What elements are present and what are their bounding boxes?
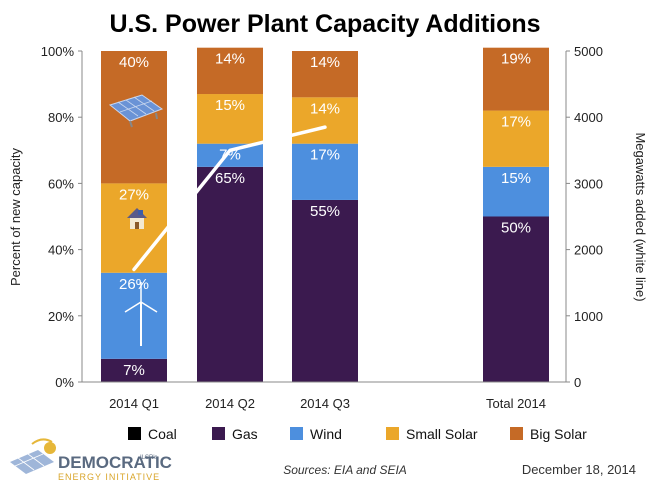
x-tick-label: 2014 Q2 bbox=[205, 396, 255, 411]
sun-icon bbox=[44, 442, 56, 454]
x-tick-label: 2014 Q3 bbox=[300, 396, 350, 411]
logo-sub-text: ENERGY INITIATIVE bbox=[58, 472, 160, 482]
legend: Coal Gas Wind Small Solar Big Solar bbox=[128, 426, 587, 442]
bar-big-solar-3 bbox=[483, 47, 549, 111]
bar-data-label: 7% bbox=[123, 362, 145, 379]
legend-label: Gas bbox=[232, 426, 258, 442]
x-tick-label: Total 2014 bbox=[486, 396, 546, 411]
bar-data-label: 50% bbox=[501, 220, 531, 237]
solar-panel-icon bbox=[108, 94, 164, 128]
bar-data-label: 55% bbox=[310, 203, 340, 220]
bar-gas-0 bbox=[101, 358, 167, 382]
legend-swatch-coal bbox=[128, 427, 141, 440]
wind-turbine-icon bbox=[124, 282, 158, 346]
bar-gas-2 bbox=[292, 199, 358, 382]
bar-big-solar-1 bbox=[197, 47, 263, 95]
chart-title: U.S. Power Plant Capacity Additions bbox=[109, 10, 540, 38]
bar-data-label: 17% bbox=[501, 114, 531, 131]
bars-layer: 7%26%27%40%65%7%15%14%55%17%14%14%50%15%… bbox=[101, 47, 549, 382]
left-tick-label: 40% bbox=[48, 243, 74, 258]
x-axis: 2014 Q1 2014 Q2 2014 Q3 Total 2014 bbox=[82, 381, 566, 411]
bar-data-label: 26% bbox=[119, 276, 149, 293]
megawatts-line bbox=[132, 125, 327, 272]
left-tick-label: 0% bbox=[55, 375, 74, 390]
left-axis: 0% 20% 40% 60% 80% 100% bbox=[41, 44, 83, 390]
right-tick-label: 1000 bbox=[574, 309, 603, 324]
bar-small-solar-2 bbox=[292, 97, 358, 144]
bar-gas-1 bbox=[197, 166, 263, 382]
y-axis-label: Percent of new capacity bbox=[8, 147, 23, 286]
source-note: Sources: EIA and SEIA bbox=[283, 463, 407, 477]
right-tick-label: 2000 bbox=[574, 243, 603, 258]
right-tick-label: 0 bbox=[574, 375, 581, 390]
bar-big-solar-2 bbox=[292, 51, 358, 98]
legend-swatch-small-solar bbox=[386, 427, 399, 440]
logo-tag: ILSR's bbox=[140, 455, 157, 461]
bar-data-label: 17% bbox=[310, 147, 340, 164]
legend-swatch-big-solar bbox=[510, 427, 523, 440]
bar-wind-2 bbox=[292, 143, 358, 200]
right-axis: 0 1000 2000 3000 4000 5000 bbox=[565, 44, 603, 390]
left-tick-label: 100% bbox=[41, 44, 75, 59]
right-tick-label: 4000 bbox=[574, 110, 603, 125]
bar-data-label: 27% bbox=[119, 186, 149, 203]
legend-swatch-gas bbox=[212, 427, 225, 440]
legend-label: Coal bbox=[148, 426, 177, 442]
bar-data-label: 40% bbox=[119, 54, 149, 71]
logo-main-text: DEMOCRATIC bbox=[58, 453, 172, 472]
y2-axis-label: Megawatts added (white line) bbox=[633, 132, 648, 301]
bar-data-label: 14% bbox=[310, 100, 340, 117]
bar-gas-3 bbox=[483, 216, 549, 382]
bar-small-solar-3 bbox=[483, 110, 549, 167]
bar-data-label: 15% bbox=[215, 97, 245, 114]
bar-wind-0 bbox=[101, 272, 167, 359]
bar-data-label: 19% bbox=[501, 51, 531, 68]
left-tick-label: 60% bbox=[48, 176, 74, 191]
logo bbox=[10, 438, 56, 474]
left-tick-label: 20% bbox=[48, 309, 74, 324]
bar-data-label: 14% bbox=[215, 51, 245, 68]
legend-label: Wind bbox=[310, 426, 342, 442]
right-tick-label: 3000 bbox=[574, 176, 603, 191]
icons-layer bbox=[108, 94, 164, 346]
legend-swatch-wind bbox=[290, 427, 303, 440]
bar-small-solar-1 bbox=[197, 94, 263, 144]
bar-data-label: 65% bbox=[215, 170, 245, 187]
bar-data-label: 14% bbox=[310, 54, 340, 71]
legend-label: Big Solar bbox=[530, 426, 587, 442]
legend-label: Small Solar bbox=[406, 426, 478, 442]
house-icon bbox=[127, 208, 147, 229]
bar-wind-3 bbox=[483, 166, 549, 217]
right-tick-label: 5000 bbox=[574, 44, 603, 59]
x-tick-label: 2014 Q1 bbox=[109, 396, 159, 411]
bar-wind-1 bbox=[197, 143, 263, 167]
line-layer bbox=[132, 125, 327, 272]
date-label: December 18, 2014 bbox=[522, 462, 636, 477]
left-tick-label: 80% bbox=[48, 110, 74, 125]
bar-data-label: 15% bbox=[501, 170, 531, 187]
